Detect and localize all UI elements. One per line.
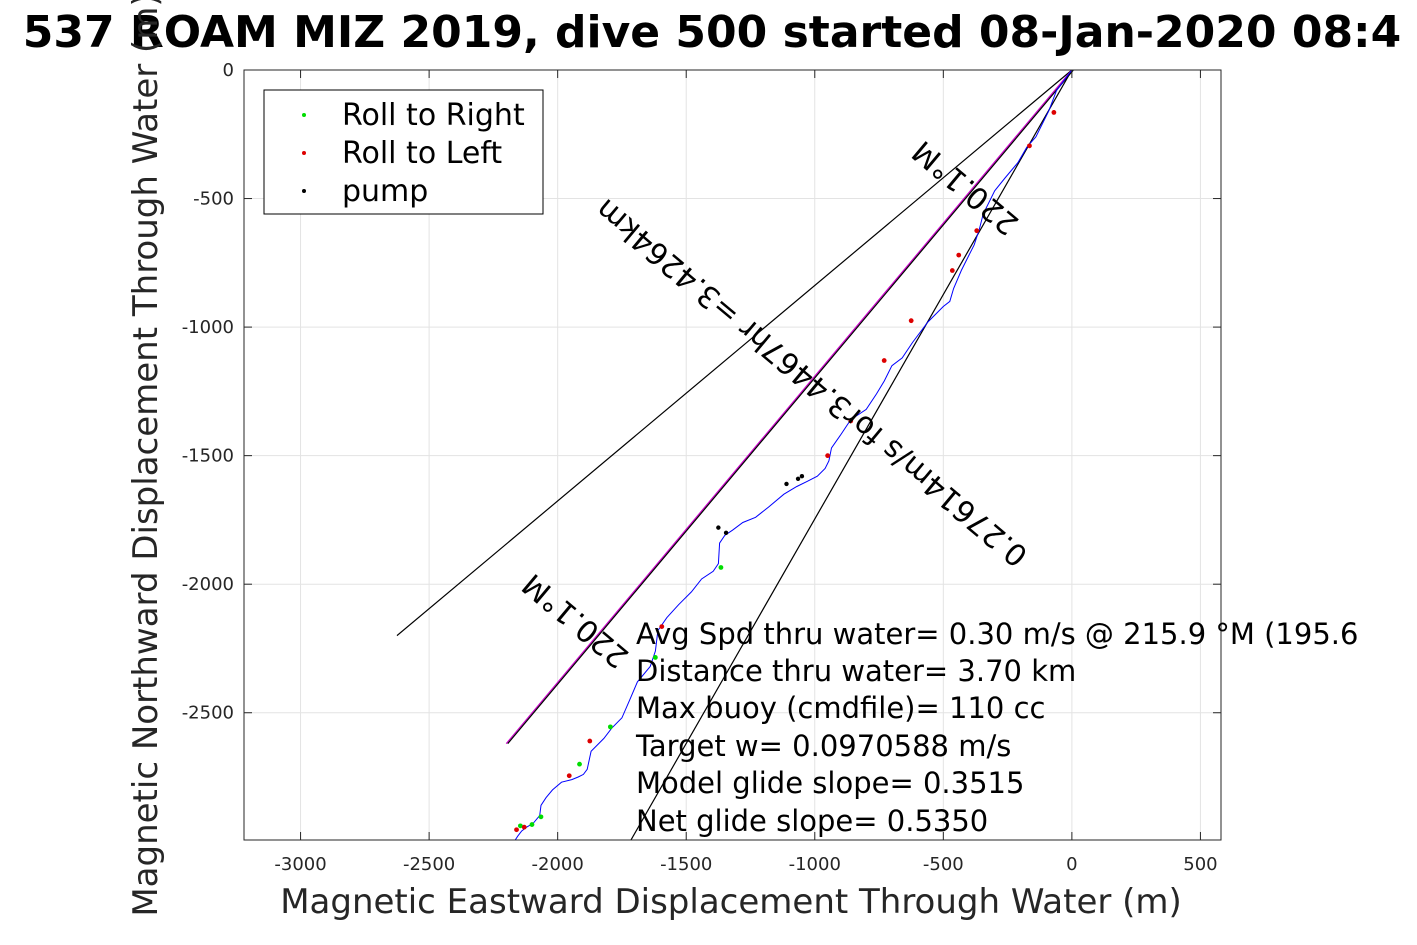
roll-left-point [974,228,980,234]
tick-labels: -3000 -2500 -2000 -1500 -1000 -500 0 500 0 -500 -1… [182,60,1221,875]
y-tick-label: -2000 [182,574,234,595]
roll-right-point [538,814,544,820]
plot-frame [243,69,1222,841]
legend: Roll to Right Roll to Left pump [263,89,544,215]
stats-block: Avg Spd thru water= 0.30 m/s @ 215.9 °M … [635,617,1358,838]
legend-marker-roll-right [302,113,306,117]
roll-left-point [908,318,914,324]
roll-left-point [659,624,665,630]
legend-marker-roll-left [302,151,306,155]
legend-box [263,89,544,215]
x-tick-label: -2000 [532,854,584,875]
x-tick-label: -2500 [403,854,455,875]
y-tick-label: -500 [193,189,234,210]
roll-left-point [1051,110,1057,115]
legend-label-roll-left: Roll to Left [342,136,502,171]
x-tick-label: 500 [1183,854,1217,875]
stat-max-buoy: Max buoy (cmdfile)= 110 cc [636,691,1045,725]
reference-line [507,70,1074,744]
glider-track [514,70,1073,840]
roll-right-point [718,565,724,570]
roll-right-point [529,822,535,827]
pump-point [716,525,721,530]
x-tick-label: 0 [1066,854,1077,875]
chart-title: 537 ROAM MIZ 2019, dive 500 started 08-J… [23,7,1402,58]
pump-point [799,474,805,479]
roll-right-point [577,761,582,767]
roll-left-point [848,418,854,424]
stat-avg-speed: Avg Spd thru water= 0.30 m/s @ 215.9 °M … [636,617,1358,651]
roll-left-point [956,252,962,258]
x-axis-label: Magnetic Eastward Displacement Through W… [280,882,1182,922]
roll-left-point [521,824,527,830]
reference-line [630,70,1073,840]
pump-point [723,530,729,535]
x-tick-label: -1000 [789,854,841,875]
plot-area [396,70,1074,840]
stat-distance: Distance thru water= 3.70 km [636,654,1076,688]
legend-label-pump: pump [342,174,428,209]
roll-right-point [607,724,613,730]
roll-left-point [514,827,519,833]
pump-point [795,476,801,481]
y-tick-label: 0 [223,60,234,81]
y-tick-label: -2500 [182,703,234,724]
roll-left-point [587,738,593,744]
roll-left-point [825,453,831,459]
roll-left-point [881,358,887,363]
legend-marker-pump [302,189,306,193]
legend-label-roll-right: Roll to Right [342,98,525,133]
roll-right-point [652,655,658,660]
x-tick-label: -500 [923,854,964,875]
x-tick-label: -3000 [274,854,326,875]
y-axis-label: Magnetic Northward Displacement Through … [126,0,166,917]
pump-point [784,481,789,487]
reference-line [396,70,1073,637]
reference-line [505,70,1073,744]
stat-net-glide: Net glide slope= 0.5350 [636,804,988,838]
roll-left-point [566,773,572,779]
y-tick-label: -1000 [182,317,234,338]
stat-target-w: Target w= 0.0970588 m/s [635,729,1011,763]
roll-right-point [517,823,523,829]
roll-left-point [949,268,955,273]
y-tick-label: -1500 [182,446,234,467]
stat-model-glide: Model glide slope= 0.3515 [636,766,1024,800]
x-tick-label: -1500 [660,854,712,875]
roll-left-point [1027,143,1032,149]
